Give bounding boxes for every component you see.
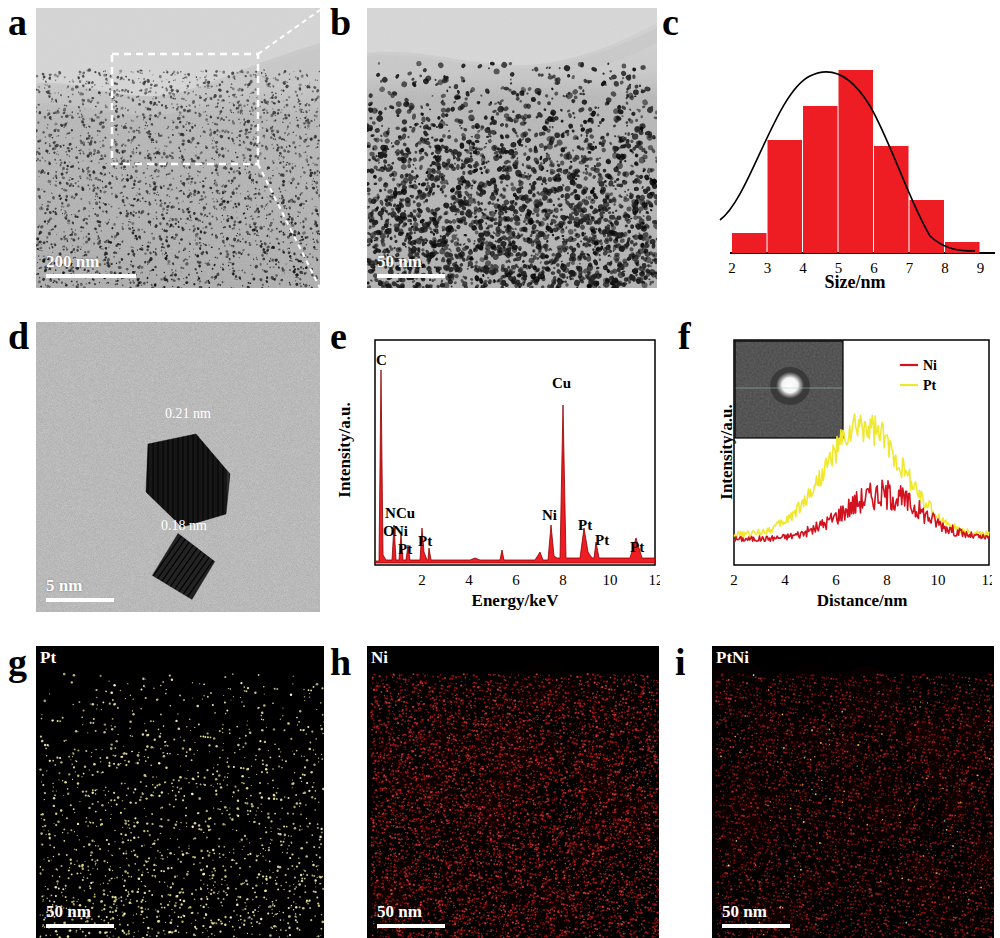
svg-text:4: 4 bbox=[781, 572, 789, 588]
svg-text:Pt: Pt bbox=[630, 539, 644, 555]
svg-text:Ni: Ni bbox=[542, 507, 557, 523]
svg-text:3: 3 bbox=[764, 260, 772, 276]
svg-text:Pt: Pt bbox=[418, 533, 432, 549]
svg-text:9: 9 bbox=[977, 260, 985, 276]
svg-text:2: 2 bbox=[418, 572, 426, 588]
svg-text:4: 4 bbox=[465, 572, 473, 588]
svg-text:Ni: Ni bbox=[393, 523, 408, 539]
svg-text:6: 6 bbox=[512, 572, 520, 588]
svg-text:4: 4 bbox=[799, 260, 807, 276]
svg-text:Ni: Ni bbox=[923, 358, 937, 373]
svg-text:Cu: Cu bbox=[396, 505, 415, 521]
svg-text:Energy/keV: Energy/keV bbox=[472, 591, 560, 610]
svg-text:Intensity/a.u.: Intensity/a.u. bbox=[335, 402, 354, 497]
svg-text:Cu: Cu bbox=[552, 375, 571, 391]
svg-text:0.18 nm: 0.18 nm bbox=[161, 518, 207, 533]
svg-text:Intensity/a.u.: Intensity/a.u. bbox=[717, 404, 736, 499]
svg-text:7: 7 bbox=[906, 260, 914, 276]
svg-text:Pt: Pt bbox=[595, 532, 609, 548]
svg-text:Distance/nm: Distance/nm bbox=[817, 591, 908, 610]
svg-text:2: 2 bbox=[728, 260, 736, 276]
svg-text:12: 12 bbox=[982, 572, 993, 588]
svg-text:8: 8 bbox=[559, 572, 567, 588]
svg-text:2: 2 bbox=[730, 572, 738, 588]
svg-text:8: 8 bbox=[883, 572, 891, 588]
svg-text:0.21 nm: 0.21 nm bbox=[165, 406, 211, 421]
svg-text:8: 8 bbox=[941, 260, 949, 276]
svg-text:C: C bbox=[376, 352, 387, 368]
svg-text:6: 6 bbox=[832, 572, 840, 588]
svg-text:Pt: Pt bbox=[578, 517, 592, 533]
svg-text:N: N bbox=[385, 505, 396, 521]
svg-text:10: 10 bbox=[931, 572, 946, 588]
svg-text:10: 10 bbox=[603, 572, 618, 588]
svg-text:Pt: Pt bbox=[398, 541, 412, 557]
svg-text:Size/nm: Size/nm bbox=[825, 272, 886, 288]
svg-text:Pt: Pt bbox=[923, 378, 937, 393]
svg-text:12: 12 bbox=[649, 572, 661, 588]
